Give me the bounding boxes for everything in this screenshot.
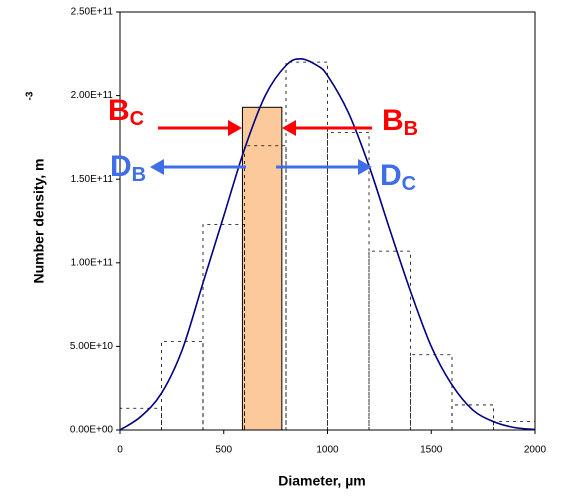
- histogram-bin: [244, 145, 287, 430]
- x-axis-label: Diameter, µm: [278, 473, 365, 489]
- annotation-text: B: [108, 94, 130, 127]
- curve: [119, 58, 536, 431]
- y-tick-label: 1.00E+11: [71, 257, 114, 268]
- y-tick-label: 0.00E+00: [70, 425, 114, 436]
- histogram-bin: [161, 340, 204, 430]
- y-tick-label: 1.50E+11: [71, 174, 114, 185]
- y-axis-label-group: Number density, m: [31, 159, 47, 284]
- histogram-bin: [410, 354, 453, 430]
- histogram-bin: [119, 407, 162, 430]
- annotation-text: D: [110, 150, 132, 183]
- x-tick-label: 500: [215, 445, 232, 456]
- annotation-text: B: [382, 104, 404, 137]
- x-tick-label: 1000: [316, 445, 339, 456]
- arrow-head: [282, 120, 296, 136]
- x-tick-label: 1500: [420, 445, 443, 456]
- annotation-sub: B: [404, 118, 418, 140]
- histogram-bin: [202, 223, 245, 430]
- annotation: BB: [382, 104, 418, 140]
- y-tick-label: 2.50E+11: [71, 7, 114, 18]
- y-tick-label: 5.00E+10: [70, 341, 114, 352]
- annotation-sub: C: [402, 173, 416, 195]
- annotation-text: D: [380, 159, 402, 192]
- histogram-bin: [285, 61, 328, 430]
- y-axis-label-sup: -3: [25, 91, 36, 100]
- arrow-head: [358, 159, 372, 175]
- annotation-sub: C: [130, 108, 144, 130]
- histogram-bin: [368, 250, 411, 430]
- y-axis-label: Number density, m: [31, 159, 47, 284]
- annotation: DB: [110, 150, 146, 186]
- highlight-bar: [241, 106, 283, 431]
- annotation-sub: B: [132, 164, 146, 186]
- arrow-head: [150, 159, 164, 175]
- histogram-bin: [327, 131, 370, 430]
- histogram-bin: [493, 421, 536, 430]
- arrow-head: [228, 120, 242, 136]
- y-tick-label: 2.00E+11: [71, 90, 114, 101]
- x-tick-label: 2000: [524, 445, 547, 456]
- annotation: DC: [380, 159, 416, 195]
- x-tick-label: 0: [117, 445, 123, 456]
- annotation: BC: [108, 94, 144, 130]
- histogram-bin: [451, 404, 494, 430]
